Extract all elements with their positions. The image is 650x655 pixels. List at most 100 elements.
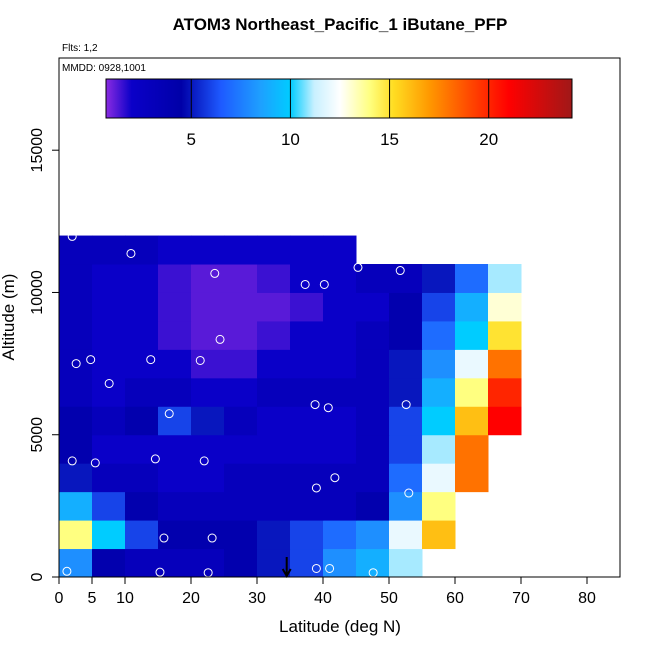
sample-point xyxy=(146,355,156,365)
heatmap-cell xyxy=(356,434,390,464)
heatmap-cell xyxy=(59,463,93,493)
heatmap-cell xyxy=(191,548,225,578)
sample-point xyxy=(86,355,96,365)
heatmap-cell xyxy=(92,406,126,436)
heatmap-cell xyxy=(158,406,192,436)
heatmap-cell xyxy=(422,320,456,350)
heatmap-cell xyxy=(224,491,258,521)
chart-title: ATOM3 Northeast_Pacific_1 iButane_PFP xyxy=(173,15,508,34)
heatmap-cell xyxy=(323,434,357,464)
heatmap-cell xyxy=(356,264,390,293)
heatmap-cell xyxy=(224,320,258,350)
heatmap-cell xyxy=(224,349,258,379)
colorbar-tick-label: 15 xyxy=(380,130,399,149)
x-tick-label: 80 xyxy=(578,590,596,607)
y-tick-label: 5000 xyxy=(29,417,46,453)
sample-point xyxy=(164,409,174,419)
heatmap-cell xyxy=(389,349,423,379)
y-axis-label: Altitude (m) xyxy=(0,274,18,361)
heatmap-cell xyxy=(488,377,522,407)
x-axis-label: Latitude (deg N) xyxy=(279,617,401,636)
sample-point xyxy=(67,456,77,466)
heatmap-cell xyxy=(422,264,456,293)
heatmap-cell xyxy=(323,292,357,322)
sample-point xyxy=(207,533,217,543)
sample-point xyxy=(67,231,77,241)
arrow xyxy=(281,557,292,579)
heatmap-cell xyxy=(257,377,291,407)
heatmap-cell xyxy=(59,235,93,265)
heatmap-cell xyxy=(389,292,423,322)
sample-point xyxy=(395,266,405,276)
heatmap-cell xyxy=(224,434,258,464)
heatmap-cell xyxy=(323,463,357,493)
heatmap-cell xyxy=(488,406,522,436)
heatmap-cell xyxy=(257,292,291,322)
heatmap-cell xyxy=(191,406,225,436)
heatmap-cell xyxy=(356,406,390,436)
heatmap-cell xyxy=(257,349,291,379)
heatmap-cell xyxy=(455,292,489,322)
heatmap-cell xyxy=(257,463,291,493)
heatmap-cell xyxy=(356,548,390,578)
heatmap-cell xyxy=(488,292,522,322)
heatmap-cell xyxy=(125,292,159,322)
sample-point xyxy=(353,262,363,272)
sample-point xyxy=(71,359,81,369)
heatmap-cell xyxy=(224,406,258,436)
y-tick-label: 0 xyxy=(29,572,46,581)
heatmap-cell xyxy=(191,491,225,521)
heatmap-cell xyxy=(488,264,522,293)
heatmap-cell xyxy=(224,264,258,293)
heatmap-cell xyxy=(356,377,390,407)
sample-point xyxy=(215,334,225,344)
heatmap-cell xyxy=(59,520,93,550)
heatmap-cell xyxy=(191,520,225,550)
heatmap-cell xyxy=(59,406,93,436)
heatmap-cell xyxy=(191,463,225,493)
colorbar xyxy=(105,78,573,119)
y-tick-label: 15000 xyxy=(29,128,46,173)
heatmap-cell xyxy=(125,520,159,550)
heatmap-cell xyxy=(356,349,390,379)
heatmap-cell xyxy=(158,463,192,493)
heatmap-cell xyxy=(257,264,291,293)
sample-point xyxy=(325,563,335,573)
heatmap-cell xyxy=(257,235,291,265)
heatmap-cell xyxy=(389,548,423,578)
heatmap-cell xyxy=(323,406,357,436)
heatmap-cell xyxy=(59,377,93,407)
sample-point xyxy=(311,483,321,493)
heatmap-cell xyxy=(356,491,390,521)
heatmap-cell xyxy=(92,491,126,521)
heatmap-cell xyxy=(125,434,159,464)
heatmap-cell xyxy=(290,491,324,521)
heatmap-cell xyxy=(455,434,489,464)
x-tick-label: 5 xyxy=(88,590,97,607)
heatmap-cell xyxy=(59,548,93,578)
heatmap-cell xyxy=(290,235,324,265)
heatmap-cell xyxy=(257,406,291,436)
heatmap-cell xyxy=(92,264,126,293)
heatmap-cell xyxy=(191,292,225,322)
heatmap-cell xyxy=(455,377,489,407)
heatmap-cell xyxy=(191,377,225,407)
annotation: MMDD: 0928,1001 xyxy=(62,63,146,74)
heatmap-cell xyxy=(158,292,192,322)
heatmap-cell xyxy=(323,264,357,293)
heatmap-cell xyxy=(158,377,192,407)
heatmap-cell xyxy=(257,320,291,350)
heatmap-cell xyxy=(323,548,357,578)
heatmap-cell xyxy=(422,463,456,493)
heatmap-cell xyxy=(191,264,225,293)
sample-point xyxy=(62,566,72,576)
heatmap-cell xyxy=(158,264,192,293)
heatmap-cell xyxy=(92,292,126,322)
heatmap-cell xyxy=(92,377,126,407)
heatmap-cell xyxy=(125,264,159,293)
annotation: Flts: 1,2 xyxy=(62,43,98,54)
heatmap-cell xyxy=(323,320,357,350)
x-tick-label: 0 xyxy=(55,590,64,607)
x-tick-label: 60 xyxy=(446,590,464,607)
